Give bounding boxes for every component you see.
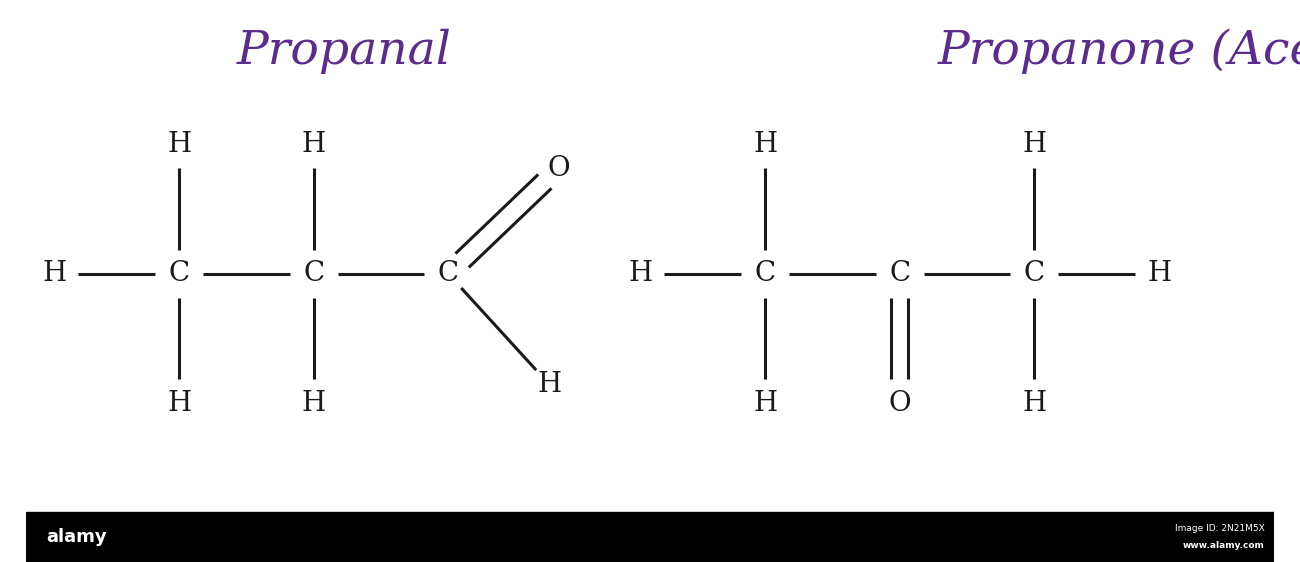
Text: H: H [753,130,777,157]
Text: H: H [168,390,191,417]
Text: Image ID: 2N21M5X: Image ID: 2N21M5X [1175,524,1265,533]
Text: H: H [1147,260,1171,287]
Text: C: C [889,260,910,287]
Text: O: O [547,155,569,182]
Text: H: H [628,260,653,287]
Text: alamy: alamy [47,528,108,546]
Text: C: C [303,260,324,287]
Text: H: H [302,130,326,157]
Text: H: H [1022,130,1046,157]
Text: H: H [302,390,326,417]
Text: O: O [888,390,911,417]
Text: Propanone (Acetone): Propanone (Acetone) [939,29,1300,74]
Text: C: C [755,260,776,287]
Text: C: C [169,260,190,287]
Text: Propanal: Propanal [237,29,452,74]
Text: C: C [438,260,459,287]
Text: H: H [43,260,66,287]
Text: H: H [537,371,562,398]
Text: www.alamy.com: www.alamy.com [1183,541,1265,550]
Text: H: H [753,390,777,417]
Text: H: H [1022,390,1046,417]
Text: C: C [1023,260,1045,287]
Bar [26,512,1274,562]
Text: H: H [168,130,191,157]
